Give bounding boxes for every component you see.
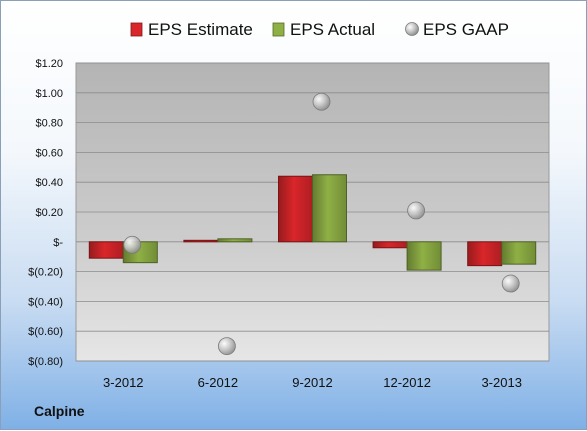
- y-tick-label: $0.60: [35, 147, 63, 159]
- bar-eps-estimate: [183, 239, 219, 243]
- gaap-marker: [407, 201, 426, 220]
- y-tick-label: $(0.40): [28, 296, 63, 308]
- x-tick-label: 9-2012: [292, 375, 332, 390]
- y-tick-label: $0.20: [35, 207, 63, 219]
- legend-label: EPS GAAP: [423, 20, 509, 39]
- bar-eps-estimate: [467, 241, 503, 267]
- gaap-marker: [123, 235, 142, 254]
- legend-swatch: [405, 22, 419, 36]
- gaap-marker: [501, 274, 520, 293]
- x-tick-label: 3-2013: [481, 375, 521, 390]
- legend-label: EPS Actual: [290, 20, 375, 39]
- y-tick-label: $-: [53, 237, 63, 249]
- gaap-marker: [217, 337, 236, 356]
- bar-eps-actual: [312, 174, 347, 243]
- y-tick-label: $1.20: [35, 58, 63, 70]
- legend-swatch: [272, 22, 285, 37]
- bar-eps-estimate: [278, 175, 313, 243]
- bar-eps-estimate: [88, 241, 124, 259]
- bar-eps-actual: [406, 241, 442, 271]
- company-name: Calpine: [34, 403, 85, 419]
- y-tick-label: $1.00: [35, 88, 63, 100]
- bar-eps-actual: [501, 241, 537, 265]
- y-tick-label: $(0.20): [28, 267, 63, 279]
- x-tick-label: 12-2012: [383, 375, 431, 390]
- y-tick-label: $0.80: [35, 118, 63, 130]
- y-tick-label: $(0.80): [28, 356, 63, 368]
- x-tick-label: 3-2012: [103, 375, 143, 390]
- y-tick-label: $0.40: [35, 177, 63, 189]
- bar-eps-estimate: [372, 241, 408, 249]
- legend-swatch: [130, 22, 143, 37]
- gaap-marker: [312, 92, 331, 111]
- y-tick-label: $(0.60): [28, 326, 63, 338]
- legend-label: EPS Estimate: [148, 20, 253, 39]
- x-tick-label: 6-2012: [198, 375, 238, 390]
- bar-eps-actual: [217, 238, 253, 243]
